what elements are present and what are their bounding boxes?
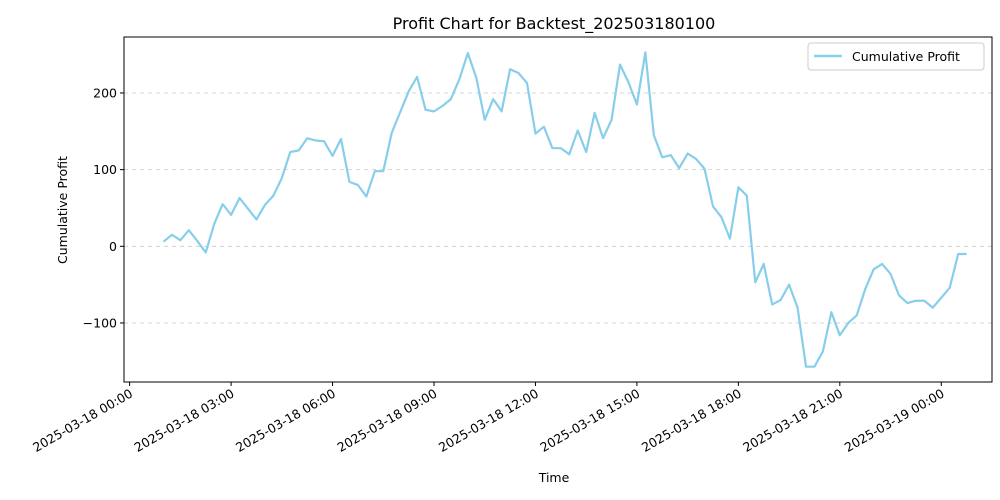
- y-tick-label: 0: [109, 239, 117, 254]
- chart-title: Profit Chart for Backtest_202503180100: [393, 14, 716, 34]
- y-axis: −100 0 100 200: [83, 85, 124, 330]
- y-tick-label: 100: [93, 162, 117, 177]
- axes-frame: [123, 36, 993, 383]
- y-tick-label: 200: [93, 85, 117, 100]
- legend-box: [807, 42, 985, 71]
- legend-label: Cumulative Profit: [852, 49, 960, 64]
- plot-area: [162, 51, 967, 368]
- series-line-cumulative-profit: [162, 51, 967, 368]
- x-axis-label: Time: [538, 470, 570, 485]
- y-axis-label: Cumulative Profit: [55, 156, 70, 264]
- y-tick-label: −100: [83, 315, 117, 330]
- legend: Cumulative Profit: [807, 42, 985, 71]
